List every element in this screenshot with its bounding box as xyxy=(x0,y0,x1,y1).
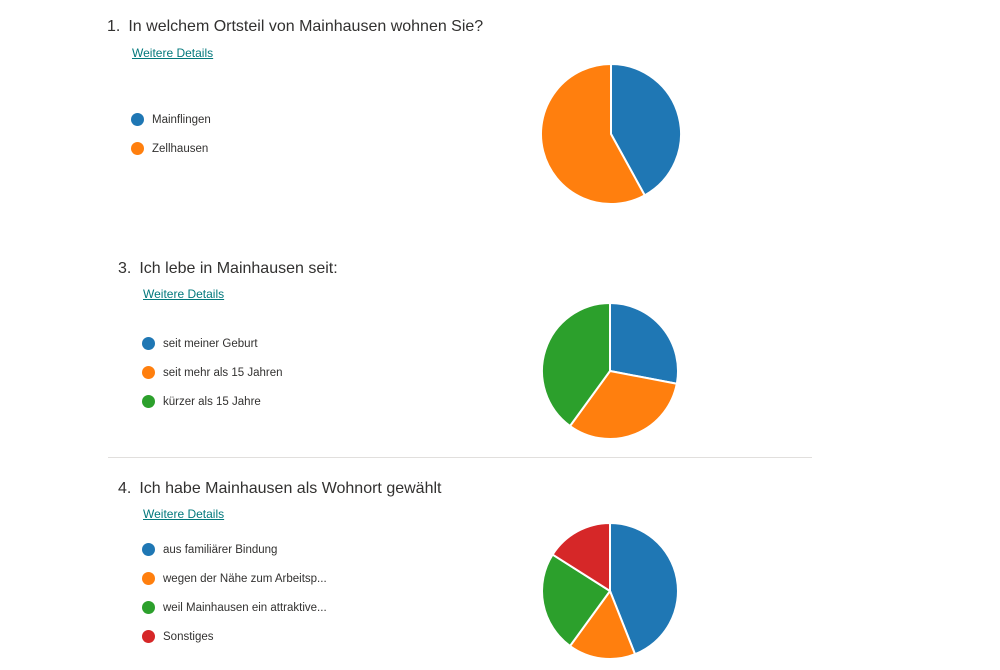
legend-dot xyxy=(142,366,155,379)
question-4-title: 4. Ich habe Mainhausen als Wohnort gewähl… xyxy=(118,480,441,498)
question-4-pie-chart xyxy=(541,522,679,660)
pie-slice-3[interactable] xyxy=(541,553,611,648)
pie-slice-1[interactable] xyxy=(609,302,680,385)
pie-slice-2[interactable] xyxy=(539,63,646,205)
legend-label: aus familiärer Bindung xyxy=(163,544,278,556)
legend-label: Zellhausen xyxy=(152,143,209,155)
question-4-number: 4. xyxy=(118,480,132,497)
legend-label: weil Mainhausen ein attraktive... xyxy=(163,602,327,614)
legend-label: Sonstiges xyxy=(163,631,214,643)
legend-dot xyxy=(142,572,155,585)
legend-label: kürzer als 15 Jahre xyxy=(163,396,261,408)
question-3-details-link[interactable]: Weitere Details xyxy=(143,287,225,301)
legend-dot xyxy=(142,601,155,614)
question-1-details-link[interactable]: Weitere Details xyxy=(132,46,214,60)
pie-slice-2[interactable] xyxy=(569,590,637,660)
pie-slice-2[interactable] xyxy=(569,370,678,440)
legend-label: seit meiner Geburt xyxy=(163,338,258,350)
question-4-details-link[interactable]: Weitere Details xyxy=(143,507,225,521)
legend-dot xyxy=(142,395,155,408)
question-1-text: In welchem Ortsteil von Mainhausen wohne… xyxy=(128,18,484,35)
legend-dot xyxy=(131,113,144,126)
legend-dot xyxy=(142,630,155,643)
question-3-pie-chart xyxy=(541,302,680,440)
question-4-text: Ich habe Mainhausen als Wohnort gewählt xyxy=(139,480,442,497)
section-divider xyxy=(108,457,812,458)
pie-slice-4[interactable] xyxy=(551,522,611,592)
question-3-number: 3. xyxy=(118,260,132,277)
pie-slice-3[interactable] xyxy=(541,302,611,428)
legend-dot xyxy=(131,142,144,155)
legend-label: wegen der Nähe zum Arbeitsp... xyxy=(163,573,327,585)
question-1-pie-chart xyxy=(539,63,682,205)
legend-label: Mainflingen xyxy=(152,114,211,126)
legend-dot xyxy=(142,337,155,350)
question-1-title: 1. In welchem Ortsteil von Mainhausen woh… xyxy=(107,18,483,36)
pie-slice-1[interactable] xyxy=(609,522,679,656)
question-3-title: 3. Ich lebe in Mainhausen seit: xyxy=(118,260,338,278)
pie-slice-1[interactable] xyxy=(610,63,682,197)
legend-label: seit mehr als 15 Jahren xyxy=(163,367,283,379)
legend-dot xyxy=(142,543,155,556)
question-3-text: Ich lebe in Mainhausen seit: xyxy=(139,260,338,277)
question-1-number: 1. xyxy=(107,18,121,35)
